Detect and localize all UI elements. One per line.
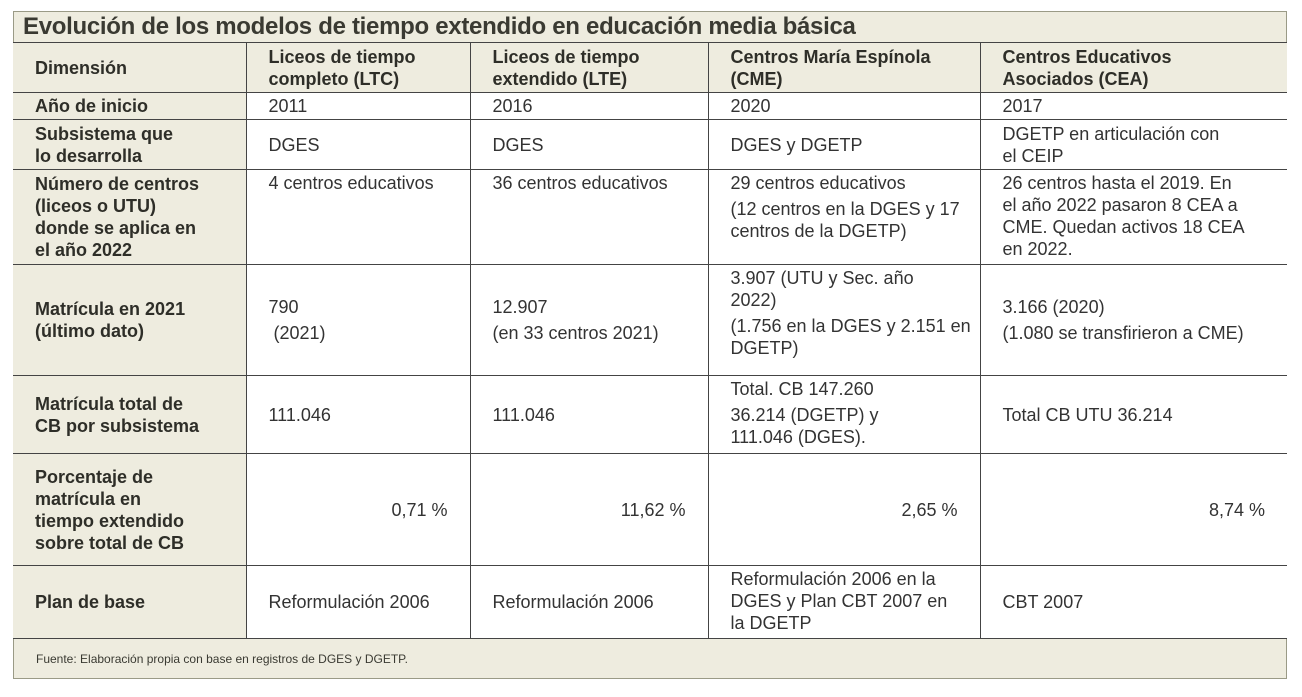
row-porcentaje: Porcentaje de matrícula en tiempo extendid… xyxy=(13,453,1287,566)
cell-cea: CBT 2007 xyxy=(979,565,1287,639)
row-anio: Año de inicio 2011 2016 2020 2017 xyxy=(13,92,1287,120)
row-label: Matrícula en 2021 (último dato) xyxy=(13,264,247,376)
row-label: Número de centros (liceos o UTU) donde se … xyxy=(13,169,247,265)
cell-lte: Reformulación 2006 xyxy=(469,565,709,639)
cell-cea: Total CB UTU 36.214 xyxy=(979,375,1287,454)
header-lte: Liceos de tiempo extendido (LTE) xyxy=(469,42,709,93)
row-total: Matrícula total de CB por subsistema 111.… xyxy=(13,375,1287,454)
cell-cme: 3.907 (UTU y Sec. año 2022) (1.756 en la D… xyxy=(707,264,981,376)
cell-cme: Reformulación 2006 en la DGES y Plan CBT … xyxy=(707,565,981,639)
cell-cme: 2,65 % xyxy=(707,453,981,566)
header-dimension: Dimensión xyxy=(13,42,247,93)
cell-cea: 3.166 (2020) (1.080 se transfirieron a CM… xyxy=(979,264,1287,376)
cell-ltc: 2011 xyxy=(245,92,471,120)
header-row: Dimensión Liceos de tiempo completo (LTC)… xyxy=(13,42,1287,93)
table-title: Evolución de los modelos de tiempo exten… xyxy=(23,13,856,40)
cell-lte: 12.907 (en 33 centros 2021) xyxy=(469,264,709,376)
row-label: Año de inicio xyxy=(13,92,247,120)
cell-lte: 11,62 % xyxy=(469,453,709,566)
cell-ltc: DGES xyxy=(245,119,471,170)
cell-ltc: 790 (2021) xyxy=(245,264,471,376)
row-label: Matrícula total de CB por subsistema xyxy=(13,375,247,454)
cell-cea: DGETP en articulación con el CEIP xyxy=(979,119,1287,170)
cell-cea: 26 centros hasta el 2019. En el año 2022 … xyxy=(979,169,1287,265)
row-label: Plan de base xyxy=(13,565,247,639)
row-label: Subsistema que lo desarrolla xyxy=(13,119,247,170)
cell-ltc: 0,71 % xyxy=(245,453,471,566)
cell-ltc: Reformulación 2006 xyxy=(245,565,471,639)
row-centros: Número de centros (liceos o UTU) donde se … xyxy=(13,169,1287,265)
row-plan: Plan de base Reformulación 2006 Reformul… xyxy=(13,565,1287,639)
cell-lte: 2016 xyxy=(469,92,709,120)
cell-cme: 29 centros educativos (12 centros en la D… xyxy=(707,169,981,265)
row-subsistema: Subsistema que lo desarrolla DGES DGES DG… xyxy=(13,119,1287,170)
cell-ltc: 4 centros educativos xyxy=(245,169,471,265)
cell-cea: 8,74 % xyxy=(979,453,1287,566)
row-label: Porcentaje de matrícula en tiempo extendid… xyxy=(13,453,247,566)
header-cea: Centros Educativos Asociados (CEA) xyxy=(979,42,1287,93)
cell-lte: DGES xyxy=(469,119,709,170)
cell-ltc: 111.046 xyxy=(245,375,471,454)
row-matricula: Matrícula en 2021 (último dato) 790 (2021… xyxy=(13,264,1287,376)
cell-cme: Total. CB 147.260 36.214 (DGETP) y 111.046… xyxy=(707,375,981,454)
header-cme: Centros María Espínola (CME) xyxy=(707,42,981,93)
cell-lte: 111.046 xyxy=(469,375,709,454)
cell-cme: DGES y DGETP xyxy=(707,119,981,170)
cell-lte: 36 centros educativos xyxy=(469,169,709,265)
header-ltc: Liceos de tiempo completo (LTC) xyxy=(245,42,471,93)
comparison-table: Dimensión Liceos de tiempo completo (LTC)… xyxy=(13,42,1287,639)
cell-cea: 2017 xyxy=(979,92,1287,120)
cell-cme: 2020 xyxy=(707,92,981,120)
source-note: Fuente: Elaboración propia con base en r… xyxy=(36,652,408,666)
